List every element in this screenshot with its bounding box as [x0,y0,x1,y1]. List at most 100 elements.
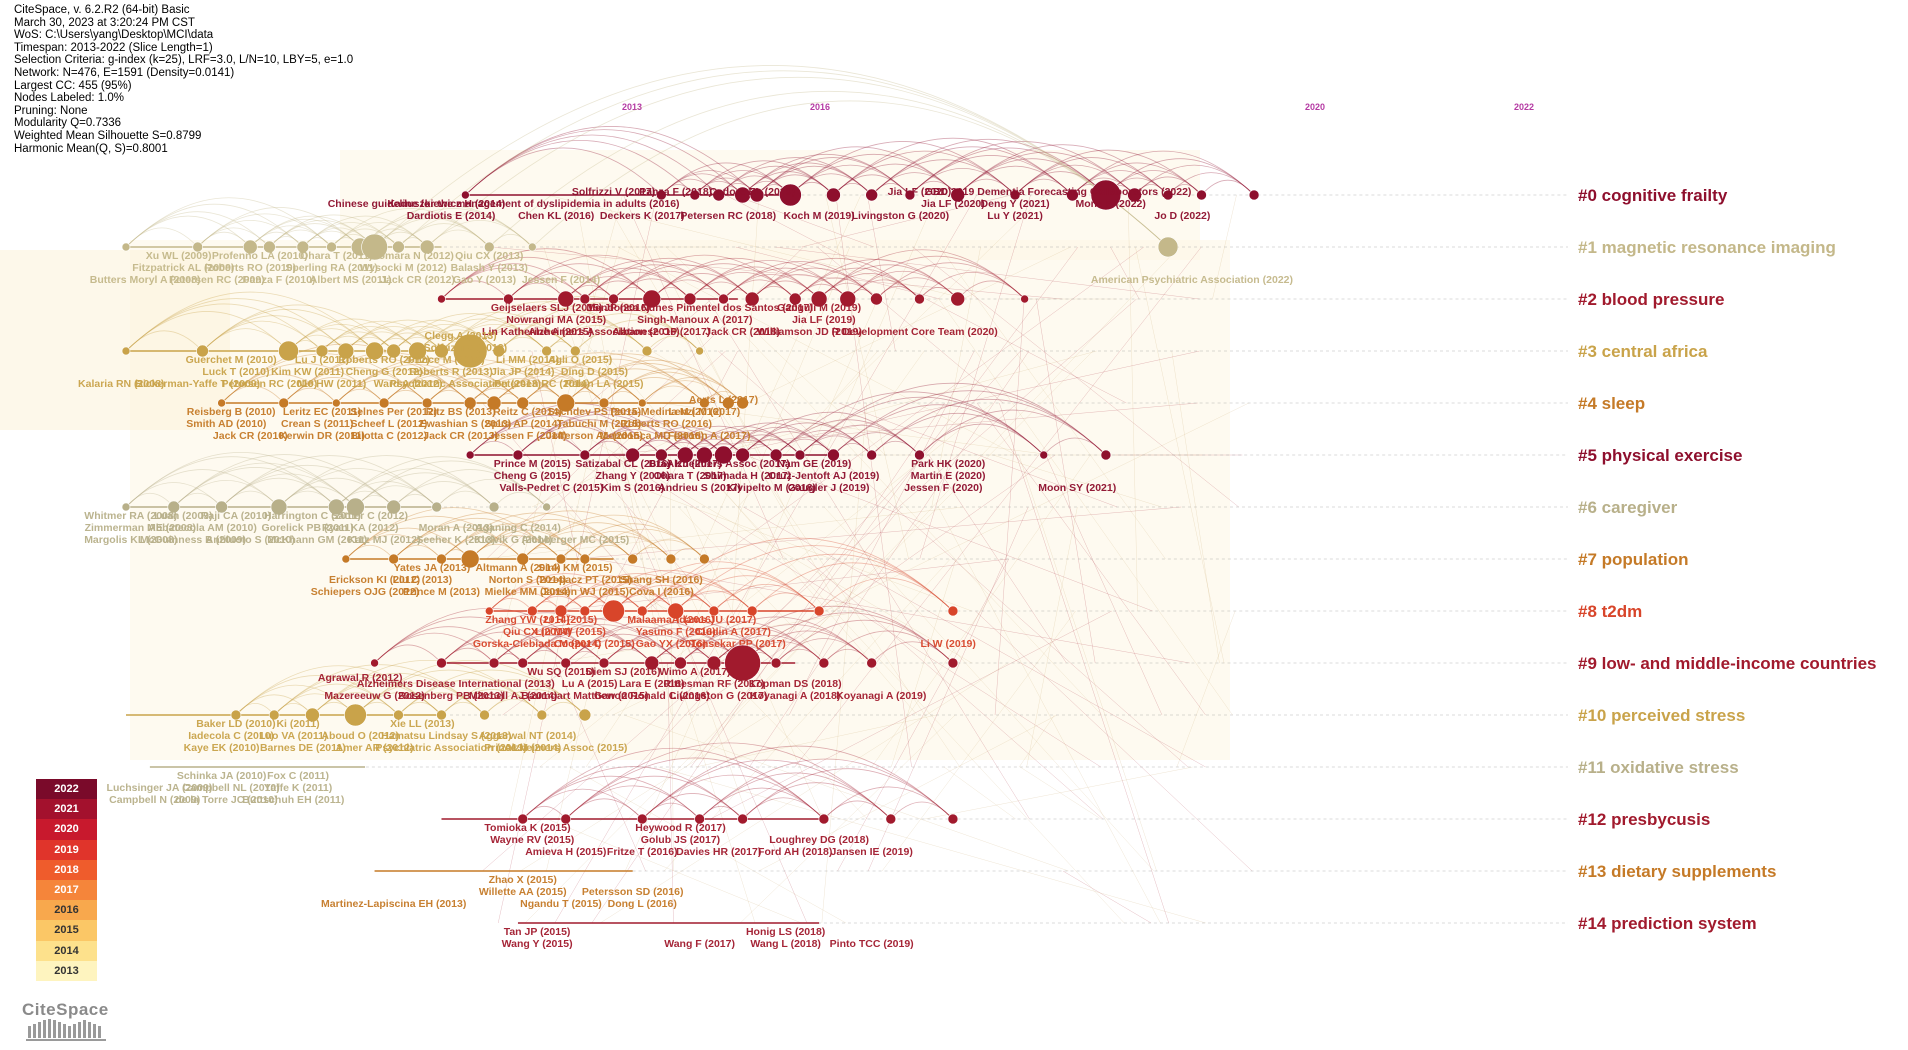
citation-node[interactable] [556,393,576,413]
citation-node[interactable] [950,291,966,307]
citation-node[interactable] [749,187,765,203]
citation-node[interactable] [305,707,320,723]
citation-node[interactable] [579,553,591,565]
citation-node[interactable] [656,189,667,201]
citation-node[interactable] [196,344,209,358]
cluster-label[interactable]: #2 blood pressure [1578,290,1724,309]
citation-node[interactable] [557,290,575,308]
citation-node[interactable] [512,449,524,461]
citation-node[interactable] [1100,449,1112,461]
citation-node[interactable] [904,189,916,201]
citation-node[interactable] [337,342,355,360]
citation-node[interactable] [242,239,258,255]
citation-node[interactable] [1020,294,1029,304]
citation-node[interactable] [263,240,276,254]
citation-node[interactable] [735,447,750,463]
citation-node[interactable] [486,395,502,411]
citation-node[interactable] [517,657,529,669]
citation-node[interactable] [655,448,668,462]
citation-node[interactable] [536,709,548,721]
citation-node[interactable] [865,188,878,202]
cluster-label[interactable]: #3 central africa [1578,342,1708,361]
citation-node[interactable] [215,500,228,514]
citation-node[interactable] [554,604,568,618]
citation-node[interactable] [465,450,475,460]
citation-node[interactable] [1157,236,1179,258]
citation-node[interactable] [370,658,379,668]
citation-node[interactable] [296,240,310,254]
citation-node[interactable] [818,657,830,669]
citation-node[interactable] [706,655,722,671]
citation-node[interactable] [641,345,653,357]
citation-node[interactable] [278,397,290,409]
citation-node[interactable] [676,446,694,464]
citation-node[interactable] [1066,188,1079,202]
citation-node[interactable] [746,605,758,617]
citation-node[interactable] [914,293,925,305]
citation-node[interactable] [769,448,783,462]
citation-node[interactable] [839,290,857,308]
citation-node[interactable] [361,233,388,261]
citation-node[interactable] [598,657,610,669]
citation-node[interactable] [826,187,841,203]
cluster-label[interactable]: #11 oxidative stress [1578,758,1739,777]
citation-node[interactable] [625,447,640,463]
citation-node[interactable] [699,397,710,409]
citation-node[interactable] [947,605,959,617]
citation-node[interactable] [1162,189,1174,201]
citation-node[interactable] [479,709,490,721]
citation-node[interactable] [392,240,405,254]
citation-node[interactable] [950,187,966,203]
citation-node[interactable] [378,397,390,409]
citation-node[interactable] [488,657,500,669]
citation-node[interactable] [602,599,625,623]
citation-node[interactable] [483,241,495,253]
citation-node[interactable] [431,501,443,513]
citation-node[interactable] [885,813,897,825]
citation-node[interactable] [866,449,877,461]
citation-node[interactable] [627,553,638,565]
cluster-label[interactable]: #7 population [1578,550,1689,569]
citation-node[interactable] [665,553,677,565]
cluster-label[interactable]: #14 prediction system [1578,914,1757,933]
citation-node[interactable] [683,292,697,306]
citation-node[interactable] [579,293,591,305]
citation-node[interactable] [393,709,404,721]
citation-node[interactable] [579,449,591,461]
citation-node[interactable] [541,345,552,357]
citation-node[interactable] [721,396,735,410]
citation-node[interactable] [1039,450,1049,460]
cluster-label[interactable]: #1 magnetic resonance imaging [1578,238,1836,257]
citation-node[interactable] [484,606,494,616]
cluster-label[interactable]: #0 cognitive frailty [1578,186,1728,205]
citation-node[interactable] [694,813,705,825]
citation-node[interactable] [560,657,572,669]
citation-node[interactable] [527,242,537,252]
citation-node[interactable] [542,502,551,512]
citation-node[interactable] [810,290,828,308]
citation-node[interactable] [365,341,384,361]
citation-node[interactable] [1090,179,1122,211]
cluster-label[interactable]: #13 dietary supplements [1578,862,1776,881]
citation-node[interactable] [230,709,242,721]
citation-node[interactable] [1127,187,1142,203]
citation-node[interactable] [488,501,500,513]
cluster-label[interactable]: #10 perceived stress [1578,706,1745,725]
citation-node[interactable] [667,602,685,620]
citation-node[interactable] [914,449,925,461]
citation-node[interactable] [608,293,619,305]
citation-node[interactable] [718,293,729,305]
citation-node[interactable] [866,657,877,669]
citation-node[interactable] [346,497,365,517]
cluster-label[interactable]: #6 caregiver [1578,498,1678,517]
citation-node[interactable] [344,703,367,727]
citation-node[interactable] [270,498,288,516]
citation-node[interactable] [813,605,825,617]
citation-node[interactable] [421,397,433,409]
citation-node[interactable] [712,188,726,202]
citation-node[interactable] [788,292,802,306]
citation-node[interactable] [947,657,959,669]
citation-node[interactable] [1009,189,1021,201]
citation-node[interactable] [770,657,782,669]
cluster-label[interactable]: #5 physical exercise [1578,446,1742,465]
